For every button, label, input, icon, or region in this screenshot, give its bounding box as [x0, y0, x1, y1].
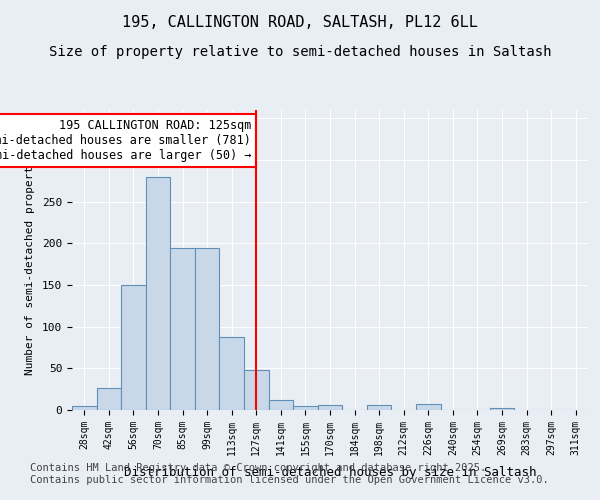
- Bar: [416, 404, 440, 410]
- X-axis label: Distribution of semi-detached houses by size in Saltash: Distribution of semi-detached houses by …: [124, 466, 536, 479]
- Bar: [146, 176, 170, 410]
- Text: Contains HM Land Registry data © Crown copyright and database right 2025.
Contai: Contains HM Land Registry data © Crown c…: [30, 464, 549, 485]
- Bar: [72, 406, 97, 410]
- Bar: [195, 248, 220, 410]
- Bar: [97, 388, 121, 410]
- Text: 195 CALLINGTON ROAD: 125sqm
← 94% of semi-detached houses are smaller (781)
6% o: 195 CALLINGTON ROAD: 125sqm ← 94% of sem…: [0, 119, 251, 162]
- Bar: [318, 405, 342, 410]
- Bar: [490, 408, 514, 410]
- Bar: [220, 336, 244, 410]
- Bar: [367, 405, 391, 410]
- Bar: [121, 285, 146, 410]
- Text: Size of property relative to semi-detached houses in Saltash: Size of property relative to semi-detach…: [49, 45, 551, 59]
- Bar: [269, 400, 293, 410]
- Bar: [170, 248, 195, 410]
- Y-axis label: Number of semi-detached properties: Number of semi-detached properties: [25, 145, 35, 375]
- Bar: [244, 370, 269, 410]
- Bar: [293, 406, 318, 410]
- Text: 195, CALLINGTON ROAD, SALTASH, PL12 6LL: 195, CALLINGTON ROAD, SALTASH, PL12 6LL: [122, 15, 478, 30]
